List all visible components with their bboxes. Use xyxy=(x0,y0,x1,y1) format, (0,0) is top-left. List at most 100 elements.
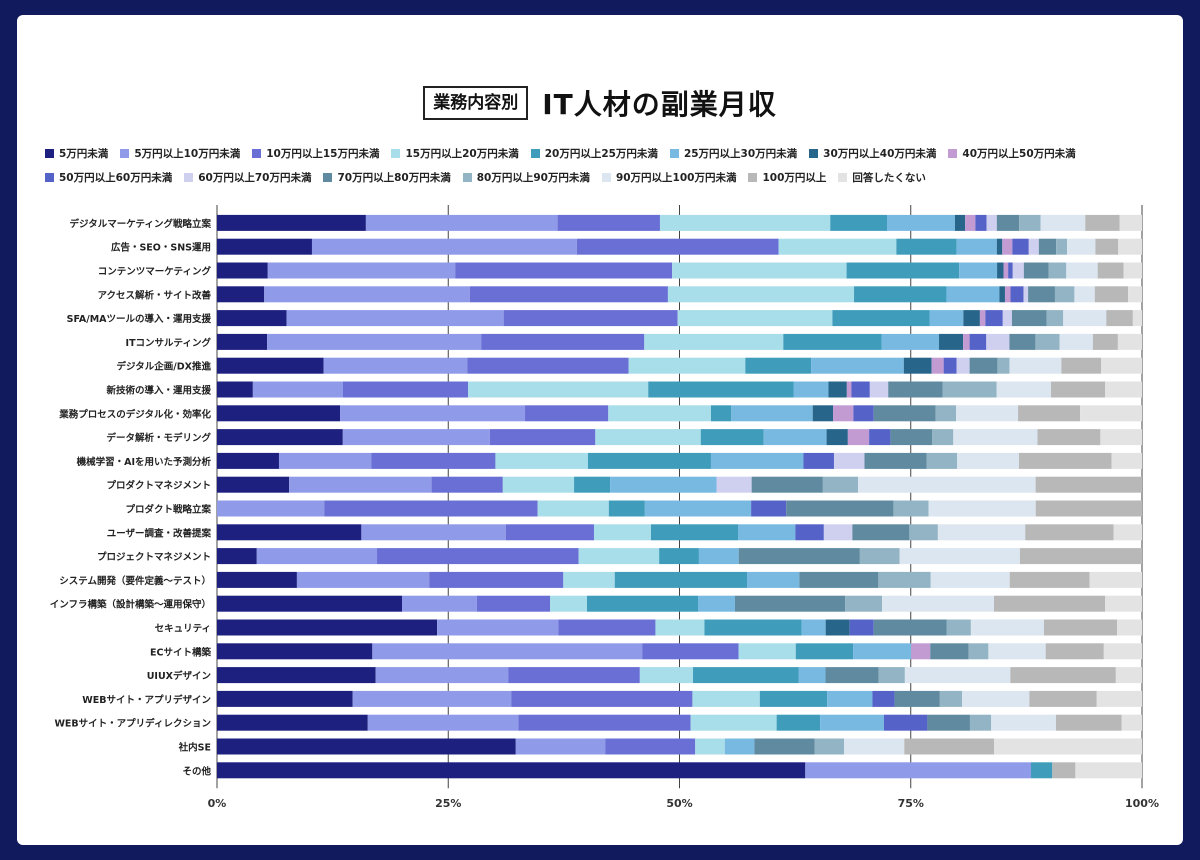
category-label: インフラ構築（設計構築〜運用保守） xyxy=(50,599,211,611)
legend-item: 25万円以上30万円未満 xyxy=(669,146,797,160)
bar-segment xyxy=(826,429,848,446)
x-tick-label: 25% xyxy=(435,797,461,810)
bar-segment xyxy=(700,429,764,446)
bar-segment xyxy=(1002,310,1012,327)
bar-segment xyxy=(217,524,362,541)
category-label: システム開発（要件定義〜テスト） xyxy=(59,575,211,587)
bar-segment xyxy=(558,619,656,636)
bar-segment xyxy=(217,500,325,517)
bar-segment xyxy=(289,476,432,493)
legend-item: 10万円以上15万円未満 xyxy=(252,146,379,160)
bar-segment xyxy=(1010,286,1024,303)
bar-segment xyxy=(1094,286,1129,303)
category-label: プロダクト戦略立案 xyxy=(125,504,211,516)
bar-segment xyxy=(217,238,312,255)
bar-segment xyxy=(833,405,854,422)
bar-segment xyxy=(437,619,559,636)
x-tick-label: 75% xyxy=(898,797,924,810)
bar-segment xyxy=(698,595,735,612)
bar-segment xyxy=(1011,310,1047,327)
bar-segment xyxy=(217,548,257,565)
bar-segment xyxy=(1023,262,1049,279)
bar-segment xyxy=(1128,286,1142,303)
bar-segment xyxy=(1106,310,1133,327)
bar-segment xyxy=(608,405,711,422)
bar-segment xyxy=(1095,238,1119,255)
bar-segment xyxy=(1101,357,1142,374)
bar-segment xyxy=(969,714,992,731)
category-label: プロジェクトマネジメント xyxy=(97,551,211,563)
category-label: ITコンサルティング xyxy=(126,337,212,349)
bar-segment xyxy=(431,476,503,493)
bar-segment xyxy=(859,548,900,565)
bar-segment xyxy=(846,381,852,398)
bar-segment xyxy=(587,452,711,469)
bar-segment xyxy=(550,595,587,612)
bar-segment xyxy=(563,571,615,588)
bar-segment xyxy=(942,381,997,398)
bar-segment xyxy=(217,405,341,422)
bar-segment xyxy=(751,476,823,493)
bar-segment xyxy=(1048,262,1067,279)
bar-segment xyxy=(847,429,870,446)
bar-segment xyxy=(1009,333,1036,350)
legend-swatch xyxy=(669,148,679,158)
bar-segment xyxy=(1118,238,1142,255)
bar-segment xyxy=(578,548,660,565)
bar-segment xyxy=(489,429,596,446)
bar-segment xyxy=(1067,238,1096,255)
bar-segment xyxy=(832,310,930,327)
bar-segment xyxy=(217,762,806,779)
legend-swatch xyxy=(748,172,758,182)
bar-segment xyxy=(217,595,402,612)
bar-segment xyxy=(953,429,1038,446)
bar-segment xyxy=(997,262,1004,279)
bar-segment xyxy=(1028,286,1055,303)
bar-segment xyxy=(844,738,905,755)
category-label: その他 xyxy=(182,765,211,777)
bar-segment xyxy=(692,690,760,707)
bar-segment xyxy=(858,476,1036,493)
legend-item: 70万円以上80万円未満 xyxy=(323,170,451,184)
bar-segment xyxy=(217,714,368,731)
bar-segment xyxy=(217,452,279,469)
bar-segment xyxy=(667,286,855,303)
bar-segment xyxy=(352,690,512,707)
legend-swatch xyxy=(120,148,130,158)
bar-segment xyxy=(828,381,847,398)
bar-segment xyxy=(937,524,1026,541)
bar-segment xyxy=(704,619,802,636)
category-label: プロダクトマネジメント xyxy=(106,480,211,492)
category-label: デジタルマーケティング戦略立案 xyxy=(69,218,211,230)
bar-segment xyxy=(939,690,962,707)
bar-segment xyxy=(961,690,1030,707)
chart-card: 業務内容別 IT人材の副業月収 5万円未満 5万円以上10万円未満 10万円以上15… xyxy=(17,15,1183,845)
bar-segment xyxy=(467,357,629,374)
bar-segment xyxy=(324,500,538,517)
bar-segment xyxy=(1023,286,1029,303)
legend-label: 70万円以上80万円未満 xyxy=(337,171,451,184)
bar-segment xyxy=(1018,452,1112,469)
bar-segment xyxy=(883,714,928,731)
bar-segment xyxy=(455,262,673,279)
bar-segment xyxy=(1100,429,1142,446)
bar-segment xyxy=(217,690,353,707)
bar-segment xyxy=(574,476,611,493)
bar-segment xyxy=(1089,571,1142,588)
bar-segment xyxy=(252,381,343,398)
bar-segment xyxy=(1115,667,1142,684)
bar-segment xyxy=(217,667,376,684)
bar-segment xyxy=(1054,286,1075,303)
bar-segment xyxy=(1123,262,1142,279)
bar-segment xyxy=(996,381,1051,398)
bar-segment xyxy=(851,381,870,398)
bar-segment xyxy=(864,452,927,469)
legend-swatch xyxy=(838,172,848,182)
bar-segment xyxy=(278,452,372,469)
bar-segment xyxy=(476,595,550,612)
bar-segment xyxy=(469,286,668,303)
bar-segment xyxy=(614,571,748,588)
bar-segment xyxy=(639,667,694,684)
bar-segment xyxy=(481,333,645,350)
bar-segment xyxy=(217,357,324,374)
